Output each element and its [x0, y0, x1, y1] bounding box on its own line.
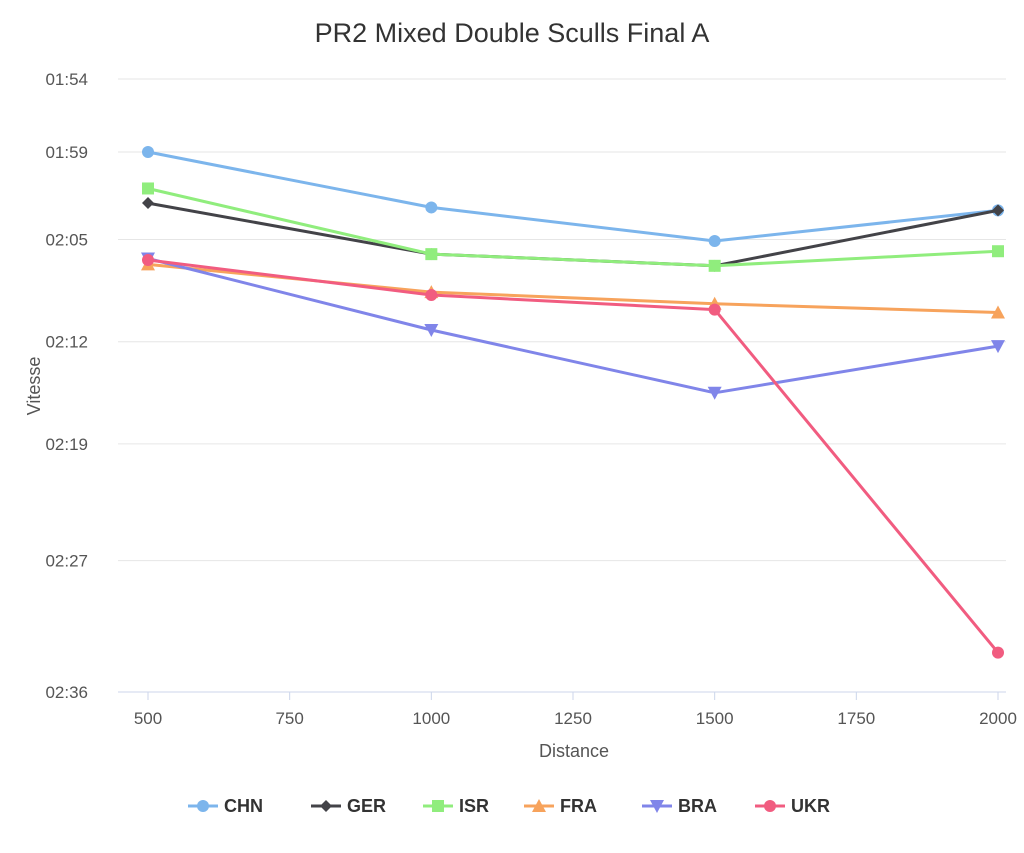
x-axis-title: Distance: [539, 741, 609, 761]
legend-label: FRA: [560, 796, 597, 816]
legend-label: CHN: [224, 796, 263, 816]
data-point-bra[interactable]: [707, 386, 722, 400]
legend-item-fra[interactable]: FRA: [524, 796, 597, 816]
data-point-ukr[interactable]: [142, 253, 154, 266]
x-tick-label: 750: [275, 709, 303, 728]
series-line-bra[interactable]: [147, 257, 999, 395]
grid-lines: [118, 78, 1006, 562]
legend-marker: [650, 800, 664, 813]
series-ukr: [142, 253, 1004, 659]
y-tick-label: 01:54: [45, 70, 88, 89]
legend-label: ISR: [459, 796, 489, 816]
y-tick-label: 02:19: [45, 435, 88, 454]
legend-marker: [432, 800, 444, 812]
series-line-fra[interactable]: [147, 262, 999, 314]
data-point-ukr[interactable]: [992, 646, 1004, 659]
legend-item-bra[interactable]: BRA: [642, 796, 717, 816]
legend-marker: [197, 800, 209, 812]
legend-label: GER: [347, 796, 386, 816]
x-tick-label: 2000: [979, 709, 1017, 728]
legend-item-ukr[interactable]: UKR: [755, 796, 830, 816]
data-point-isr[interactable]: [708, 259, 721, 272]
legend-marker: [532, 799, 546, 812]
data-point-bra[interactable]: [424, 324, 439, 338]
data-point-isr[interactable]: [425, 248, 438, 261]
data-point-ukr[interactable]: [708, 303, 721, 316]
x-tick-label: 1000: [412, 709, 450, 728]
data-point-isr[interactable]: [992, 245, 1004, 258]
x-tick-label: 1750: [837, 709, 875, 728]
legend-marker: [764, 800, 776, 812]
y-tick-label: 02:05: [45, 231, 88, 250]
legend-item-isr[interactable]: ISR: [423, 796, 489, 816]
series-chn: [142, 145, 1004, 248]
legend-label: UKR: [791, 796, 830, 816]
y-tick-label: 02:12: [45, 333, 88, 352]
x-axis: 500 750 1000 1250 1500 1750 2000: [118, 691, 1017, 728]
legend-label: BRA: [678, 796, 717, 816]
series-line-isr[interactable]: [147, 187, 999, 268]
y-axis-ticks: 01:54 01:59 02:05 02:12 02:19 02:27 02:36: [45, 70, 88, 702]
series-group: [141, 145, 1005, 659]
data-point-bra[interactable]: [991, 340, 1005, 354]
series-line-chn[interactable]: [147, 150, 999, 243]
x-tick-label: 1500: [696, 709, 734, 728]
data-point-chn[interactable]: [425, 201, 438, 214]
legend[interactable]: CHN GER ISR FRA BRA UKR: [188, 796, 830, 816]
data-point-chn[interactable]: [708, 235, 721, 248]
data-point-ukr[interactable]: [425, 289, 438, 302]
y-axis-title: Vitesse: [24, 357, 44, 416]
x-tick-label: 1250: [554, 709, 592, 728]
chart-title: PR2 Mixed Double Sculls Final A: [315, 18, 710, 48]
data-point-fra[interactable]: [991, 305, 1005, 319]
legend-item-ger[interactable]: GER: [311, 796, 386, 816]
data-point-ger[interactable]: [992, 204, 1004, 217]
series-isr: [142, 182, 1004, 272]
data-point-isr[interactable]: [142, 182, 154, 195]
legend-marker: [320, 800, 332, 812]
data-point-ger[interactable]: [142, 197, 154, 210]
y-tick-label: 02:36: [45, 683, 88, 702]
y-tick-label: 02:27: [45, 552, 88, 571]
y-tick-label: 01:59: [45, 143, 88, 162]
data-point-chn[interactable]: [142, 145, 154, 158]
legend-item-chn[interactable]: CHN: [188, 796, 263, 816]
x-tick-label: 500: [134, 709, 162, 728]
series-line-ukr[interactable]: [147, 258, 1000, 654]
